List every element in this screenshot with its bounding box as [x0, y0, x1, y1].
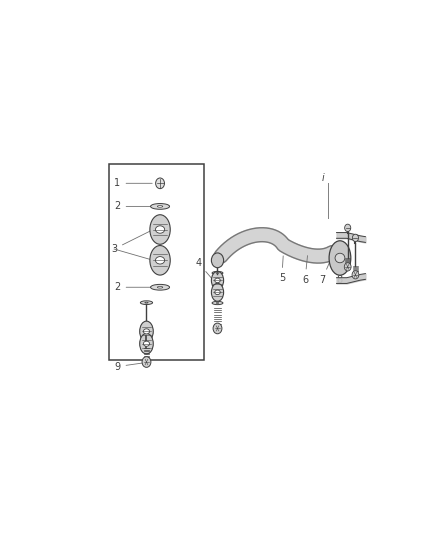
Ellipse shape	[216, 272, 219, 273]
Text: 7: 7	[319, 256, 332, 285]
Circle shape	[344, 263, 351, 271]
Circle shape	[142, 357, 151, 367]
Text: 5: 5	[279, 256, 285, 283]
Ellipse shape	[215, 278, 220, 282]
Ellipse shape	[151, 204, 170, 209]
Ellipse shape	[157, 206, 163, 207]
Ellipse shape	[329, 241, 351, 275]
Circle shape	[345, 224, 351, 231]
Ellipse shape	[140, 334, 153, 354]
Ellipse shape	[145, 302, 148, 303]
Ellipse shape	[143, 341, 149, 346]
Ellipse shape	[157, 286, 163, 288]
Circle shape	[353, 234, 359, 241]
Bar	[109, 164, 204, 360]
Text: 8: 8	[336, 269, 342, 285]
Ellipse shape	[150, 246, 170, 275]
Ellipse shape	[212, 271, 224, 289]
Ellipse shape	[140, 301, 152, 304]
Circle shape	[212, 253, 224, 268]
Ellipse shape	[140, 321, 153, 342]
Ellipse shape	[212, 271, 223, 274]
Ellipse shape	[215, 290, 220, 295]
Ellipse shape	[150, 215, 170, 244]
Ellipse shape	[155, 226, 165, 233]
Circle shape	[352, 271, 359, 279]
Text: 2: 2	[114, 201, 151, 212]
Circle shape	[155, 178, 165, 189]
Text: 3: 3	[111, 231, 151, 254]
Text: i: i	[321, 173, 324, 183]
Circle shape	[213, 323, 222, 334]
Text: 1: 1	[114, 179, 152, 188]
Ellipse shape	[143, 329, 149, 334]
Ellipse shape	[212, 284, 224, 301]
Text: 2: 2	[114, 282, 151, 292]
Ellipse shape	[335, 253, 345, 263]
Ellipse shape	[212, 301, 223, 305]
Text: 6: 6	[302, 256, 308, 285]
Ellipse shape	[155, 256, 165, 264]
Text: 4: 4	[195, 257, 215, 283]
Text: 9: 9	[114, 361, 144, 372]
Ellipse shape	[151, 285, 170, 290]
